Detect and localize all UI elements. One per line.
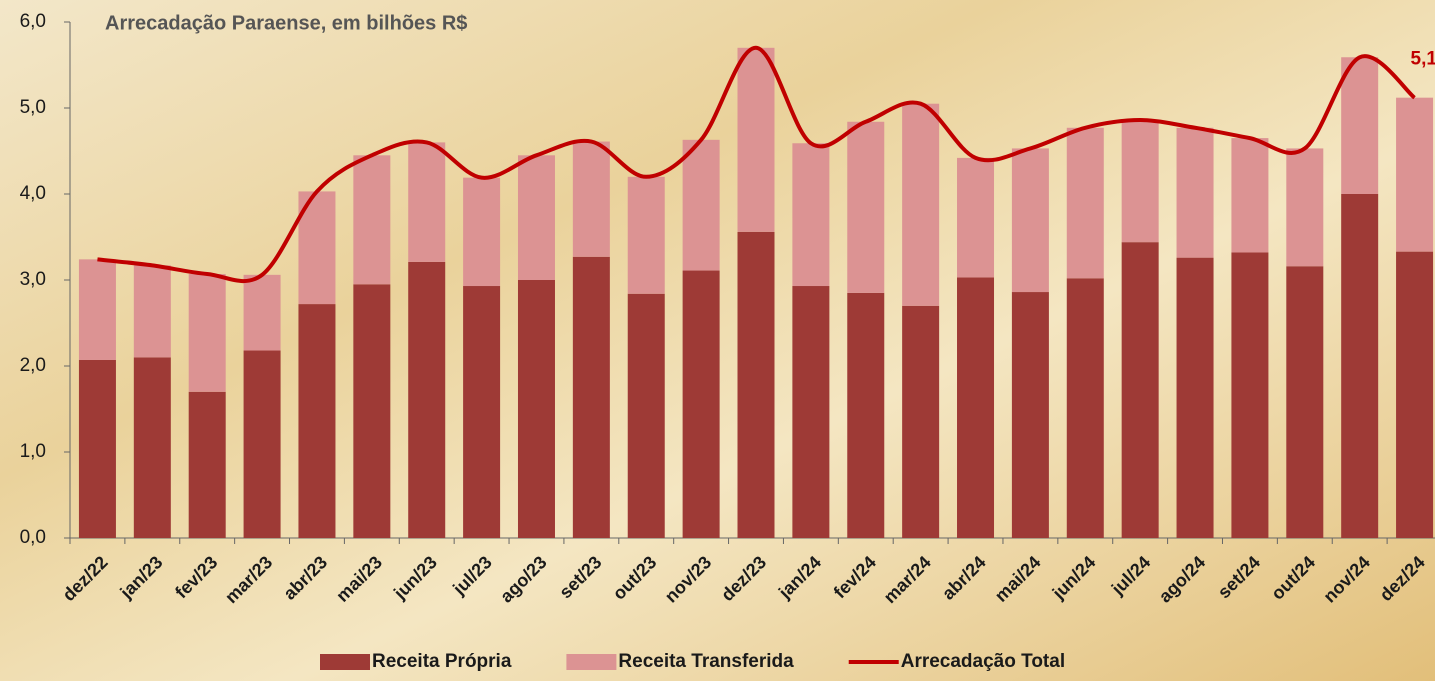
y-tick-label: 5,0 xyxy=(20,97,46,118)
bar xyxy=(134,265,171,357)
y-tick-label: 2,0 xyxy=(20,355,46,376)
bar xyxy=(189,392,226,538)
bar xyxy=(463,178,500,286)
bar xyxy=(1286,266,1323,538)
bar xyxy=(792,286,829,538)
bar xyxy=(1341,57,1378,194)
bar xyxy=(957,277,994,538)
bar xyxy=(1012,292,1049,538)
bar xyxy=(1067,278,1104,538)
bar xyxy=(902,306,939,538)
bar xyxy=(957,158,994,278)
y-tick-label: 1,0 xyxy=(20,441,46,462)
bar xyxy=(189,274,226,392)
bar xyxy=(1231,138,1268,252)
bar xyxy=(244,351,281,538)
bar xyxy=(683,140,720,271)
bar xyxy=(1122,120,1159,242)
bar xyxy=(847,122,884,293)
bar xyxy=(244,275,281,351)
y-tick-label: 3,0 xyxy=(20,269,46,290)
bar xyxy=(902,104,939,306)
bar xyxy=(353,155,390,284)
bar xyxy=(792,143,829,286)
data-label: 5,1 xyxy=(1411,49,1435,70)
chart: Arrecadação Paraense, em bilhões R$ 0,0 1… xyxy=(0,0,1435,681)
legend-swatch xyxy=(566,654,616,670)
bar xyxy=(1231,252,1268,538)
bar xyxy=(1396,98,1433,252)
bar xyxy=(738,48,775,232)
bar xyxy=(353,284,390,538)
bar xyxy=(518,155,555,280)
y-tick-label: 4,0 xyxy=(20,183,46,204)
bar xyxy=(573,142,610,257)
bar xyxy=(79,259,116,360)
bar xyxy=(1012,148,1049,292)
bar xyxy=(518,280,555,538)
bar xyxy=(408,262,445,538)
page: {"chart_data": {"type": "stacked-bar-lin… xyxy=(0,0,1435,681)
bar xyxy=(628,294,665,538)
bar xyxy=(683,271,720,538)
bar xyxy=(1341,194,1378,538)
bar xyxy=(1122,242,1159,538)
bar xyxy=(408,142,445,262)
bar xyxy=(134,357,171,538)
bar xyxy=(628,177,665,294)
bar xyxy=(1177,258,1214,538)
bar xyxy=(1396,252,1433,538)
bar xyxy=(79,360,116,538)
bar xyxy=(463,286,500,538)
chart-title: Arrecadação Paraense, em bilhões R$ xyxy=(105,12,467,34)
legend-swatch xyxy=(320,654,370,670)
bar xyxy=(738,232,775,538)
bar xyxy=(1286,148,1323,266)
bar xyxy=(1177,128,1214,258)
bar xyxy=(847,293,884,538)
bar xyxy=(1067,128,1104,279)
bar xyxy=(298,304,335,538)
legend-label: Receita Própria xyxy=(372,651,512,672)
bar xyxy=(573,257,610,538)
y-tick-label: 0,0 xyxy=(20,527,46,548)
y-tick-label: 6,0 xyxy=(20,11,46,32)
legend-label: Receita Transferida xyxy=(618,651,794,672)
legend-label: Arrecadação Total xyxy=(901,651,1065,672)
